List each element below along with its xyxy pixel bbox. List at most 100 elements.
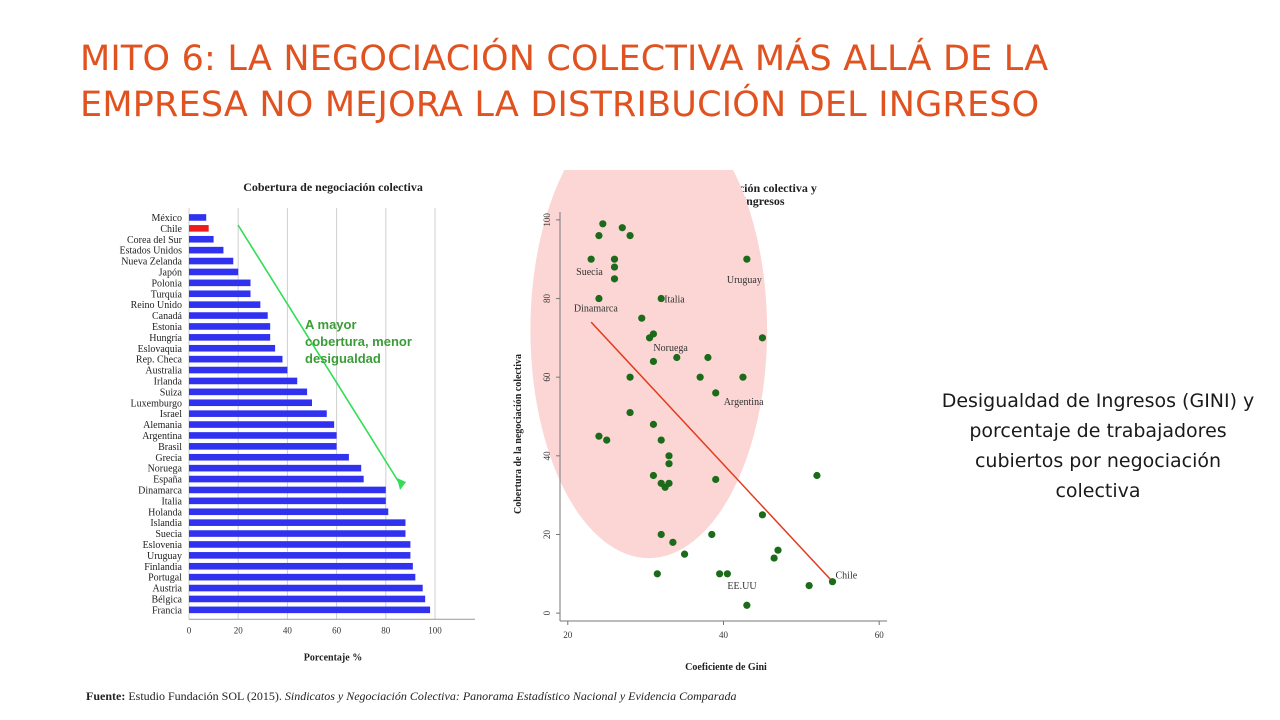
scatter-point <box>649 330 658 338</box>
bar-annotation-line-2: cobertura, menor <box>305 334 412 349</box>
bar-category-label: Alemania <box>143 420 182 431</box>
scatter-highlight-ellipse <box>530 170 768 559</box>
bar-category-label: Irlanda <box>154 376 183 387</box>
bar-31 <box>189 552 411 559</box>
bar-annotation-line-3: desigualdad <box>305 351 381 366</box>
scatter-point <box>595 294 603 303</box>
bar-9 <box>189 312 268 319</box>
scatter-x-axis-title: Coeficiente de Gini <box>685 662 767 673</box>
scatter-chart-axes <box>556 212 887 625</box>
bar-26 <box>189 497 386 505</box>
scatter-point <box>723 570 731 578</box>
bar-category-label: Portugal <box>148 573 182 584</box>
bar-3 <box>189 246 224 254</box>
source-publisher: Estudio Fundación SOL (2015). <box>128 689 282 703</box>
bar-19 <box>189 421 335 428</box>
bar-category-label: Luxemburgo <box>131 398 182 409</box>
scatter-point <box>743 601 751 609</box>
bar-category-label: Grecia <box>155 453 182 464</box>
scatter-point-label: Suecia <box>576 267 603 278</box>
bar-28 <box>189 519 406 526</box>
bar-category-label: Nueva Zelanda <box>121 257 182 268</box>
bar-category-label: Argentina <box>142 431 182 442</box>
source-prefix: Fuente: <box>86 689 126 703</box>
scatter-point <box>626 408 634 417</box>
bar-category-label: Suecia <box>155 529 182 540</box>
bar-chart: Cobertura de negociación colectiva Méxic… <box>120 180 475 663</box>
scatter-point <box>610 263 619 271</box>
bar-chart-trend-arrowhead <box>397 478 406 490</box>
scatter-chart: Cobertura de negociación colectiva y des… <box>513 170 887 673</box>
scatter-x-tick-label: 20 <box>563 630 573 640</box>
scatter-point <box>708 530 716 539</box>
bar-category-label: Corea del Sur <box>127 235 183 246</box>
bar-35 <box>189 595 426 603</box>
scatter-point <box>595 432 603 440</box>
bar-category-label: Noruega <box>148 464 183 475</box>
bar-category-label: Dinamarca <box>138 485 182 496</box>
bar-category-label: Estonia <box>152 322 183 333</box>
bar-1 <box>189 225 209 232</box>
bar-36 <box>189 606 431 614</box>
scatter-point <box>653 570 661 578</box>
scatter-point <box>603 436 611 444</box>
bar-chart-title: Cobertura de negociación colectiva <box>243 180 423 194</box>
bar-category-label: Polonia <box>151 278 182 289</box>
scatter-point <box>774 546 782 554</box>
scatter-point <box>599 220 607 228</box>
scatter-point <box>649 357 658 366</box>
scatter-point <box>657 436 665 444</box>
scatter-point-labels: Suecia Uruguay Dinamarca Italia Noruega Argen… <box>574 267 858 592</box>
scatter-point <box>657 530 665 539</box>
scatter-point-label: Argentina <box>724 397 764 408</box>
scatter-point <box>665 452 673 460</box>
scatter-point <box>610 275 619 283</box>
scatter-y-axis-title: Cobertura de la negociación colectiva <box>513 354 524 514</box>
scatter-point-label: Uruguay <box>727 275 762 286</box>
scatter-y-tick-label: 20 <box>542 529 552 539</box>
scatter-point <box>649 420 658 428</box>
svg-text:A mayor cobertura, menor: A mayor cobertura, menor desigualdad <box>305 317 416 366</box>
bar-chart-x-axis-title: Porcentaje % <box>304 652 362 663</box>
bar-13 <box>189 355 283 363</box>
bar-category-label: Francia <box>152 605 183 616</box>
scatter-x-tick-label: 40 <box>719 630 729 640</box>
bar-category-label: Islandia <box>150 518 182 529</box>
bar-30 <box>189 541 411 548</box>
bar-20 <box>189 432 337 439</box>
bar-11 <box>189 334 271 341</box>
scatter-point <box>758 511 767 519</box>
bar-tick-label: 100 <box>428 625 442 635</box>
bar-33 <box>189 573 416 581</box>
bar-category-label: Italia <box>161 496 182 507</box>
bar-category-label: Hungría <box>149 333 182 344</box>
bar-category-label: Canadá <box>152 311 183 322</box>
bar-category-label: Brasil <box>158 442 182 453</box>
bar-16 <box>189 388 308 396</box>
scatter-y-tick-label: 0 <box>542 610 552 615</box>
bar-category-label: Eslovenia <box>143 540 183 551</box>
scatter-chart-tick-labels: 20 40 60 0 20 40 60 80 100 <box>542 213 884 640</box>
bar-25 <box>189 486 386 494</box>
bar-category-label: Estados Unidos <box>120 246 183 257</box>
bar-6 <box>189 279 251 287</box>
bar-annotation-line-1: A mayor <box>305 317 357 332</box>
scatter-point <box>805 582 813 590</box>
scatter-point <box>716 570 724 578</box>
scatter-point <box>704 353 712 362</box>
scatter-point <box>680 550 689 558</box>
scatter-trend-line <box>590 321 834 583</box>
bar-4 <box>189 257 234 265</box>
bar-24 <box>189 475 364 483</box>
bar-tick-label: 40 <box>283 625 293 635</box>
bar-chart-tick-labels: 0 20 40 60 80 100 <box>187 625 443 635</box>
scatter-point <box>587 255 595 263</box>
scatter-y-tick-label: 100 <box>542 213 552 227</box>
scatter-point <box>673 353 681 362</box>
bar-7 <box>189 290 251 298</box>
bar-category-label: Chile <box>160 224 182 235</box>
scatter-point <box>669 538 677 546</box>
source-citation: Fuente: Estudio Fundación SOL (2015). Si… <box>86 689 1086 704</box>
bar-15 <box>189 377 298 385</box>
bar-category-label: Bélgica <box>151 594 182 605</box>
